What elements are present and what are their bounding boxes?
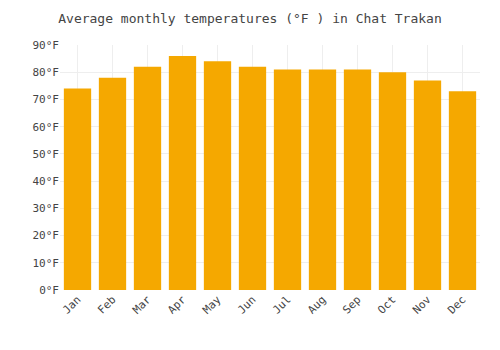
- svg-text:Dec: Dec: [445, 293, 468, 316]
- svg-text:40°F: 40°F: [33, 175, 60, 188]
- svg-text:10°F: 10°F: [33, 257, 60, 270]
- svg-text:Jun: Jun: [235, 293, 258, 316]
- svg-text:20°F: 20°F: [33, 229, 60, 242]
- svg-text:Jan: Jan: [60, 293, 83, 316]
- svg-text:Average monthly temperatures (: Average monthly temperatures (°F ) in Ch…: [58, 11, 442, 26]
- svg-text:Mar: Mar: [130, 293, 154, 317]
- svg-text:50°F: 50°F: [33, 148, 60, 161]
- svg-text:Jul: Jul: [270, 293, 293, 316]
- svg-text:80°F: 80°F: [33, 66, 60, 79]
- svg-text:70°F: 70°F: [33, 93, 60, 106]
- svg-text:Aug: Aug: [305, 293, 328, 316]
- svg-text:Sep: Sep: [340, 293, 363, 316]
- svg-text:May: May: [200, 293, 224, 317]
- svg-text:30°F: 30°F: [33, 202, 60, 215]
- svg-text:Nov: Nov: [410, 293, 434, 317]
- svg-text:Feb: Feb: [95, 293, 118, 316]
- svg-text:90°F: 90°F: [33, 39, 60, 52]
- svg-text:0°F: 0°F: [39, 284, 59, 297]
- svg-text:60°F: 60°F: [33, 121, 60, 134]
- svg-text:Apr: Apr: [165, 293, 189, 317]
- svg-text:Oct: Oct: [375, 293, 398, 316]
